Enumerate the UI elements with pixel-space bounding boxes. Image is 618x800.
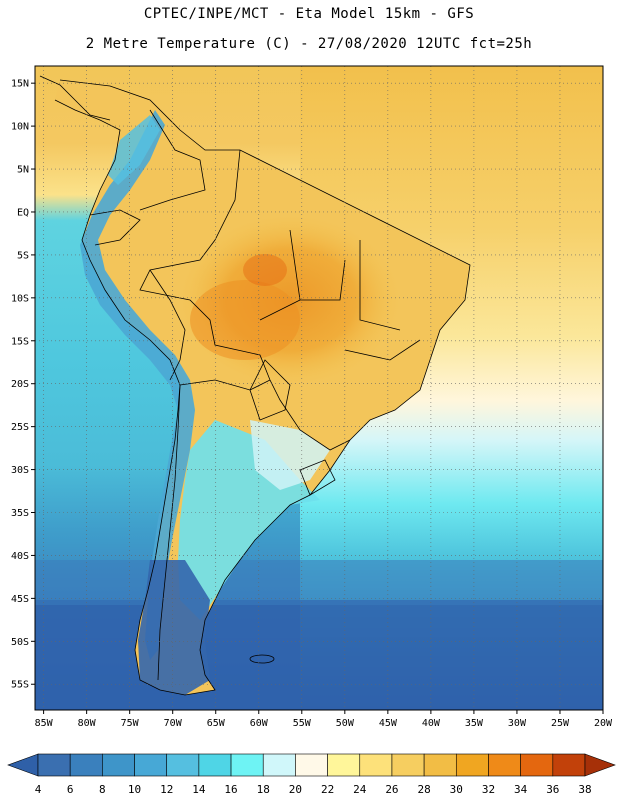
map-title-line-1: CPTEC/INPE/MCT - Eta Model 15km - GFS	[143, 6, 475, 22]
colorbar-label: 36	[546, 783, 559, 796]
temperature-field	[35, 66, 603, 710]
colorbar-swatch	[37, 753, 71, 777]
peru-bolivia-border	[149, 269, 186, 381]
lat-tick-label: 45S	[11, 594, 29, 605]
colorbar-swatch	[69, 753, 103, 777]
map-frame	[34, 65, 604, 711]
colorbar-label: 26	[385, 783, 398, 796]
colorbar-swatch	[295, 753, 328, 777]
colorbar-label: 16	[224, 783, 237, 796]
mato-grosso-hot-core	[190, 280, 300, 360]
colorbar-label: 14	[192, 783, 206, 796]
colorbar-label: 34	[514, 783, 528, 796]
colombian-highlands	[108, 115, 160, 185]
brazil-state-borders	[259, 229, 421, 361]
colorbar-label: 28	[417, 783, 430, 796]
central-america	[39, 75, 111, 121]
colombia-venezuela-border	[139, 109, 206, 211]
andes-cold-strip	[80, 110, 195, 660]
colorbar-label: 38	[578, 783, 591, 796]
graticule	[35, 66, 603, 710]
lat-tick-label: 50S	[11, 637, 29, 648]
lat-tick-label: 30S	[11, 465, 29, 476]
lat-tick-label: 10N	[11, 122, 29, 133]
colorbar-label: 32	[482, 783, 495, 796]
colorbar-label: 22	[321, 783, 334, 796]
lon-tick-label: 50W	[336, 718, 355, 729]
colorbar-label: 4	[35, 783, 42, 796]
coastline	[54, 79, 471, 696]
colorbar-label: 30	[450, 783, 463, 796]
lat-tick-label: 5S	[17, 250, 29, 261]
colorbar-label: 24	[353, 783, 367, 796]
latitude-axis: 15N 10N 5N EQ 5S 10S 15S 20S 25S 30S 35S 40S 45S 50S 5…	[11, 79, 35, 691]
lat-tick-label: EQ	[17, 207, 29, 218]
colorbar-swatch	[423, 753, 457, 777]
patagonia-cold-region	[138, 560, 210, 695]
lon-tick-label: 85W	[35, 718, 54, 729]
argentina-chile-border	[157, 384, 181, 681]
lon-tick-label: 30W	[508, 718, 527, 729]
falkland-islands	[249, 654, 275, 664]
political-boundaries	[39, 75, 471, 696]
lat-tick-label: 40S	[11, 551, 29, 562]
southern-ocean-cold-band	[35, 600, 603, 710]
longitude-axis: 85W 80W 75W 70W 65W 60W 55W 50W 45W 40W 35W 30W 25W 2…	[35, 710, 613, 729]
uruguay-border	[299, 459, 336, 496]
colorbar-swatch	[327, 753, 361, 777]
colorbar-label: 6	[67, 783, 74, 796]
lon-tick-label: 45W	[379, 718, 398, 729]
lon-tick-label: 60W	[250, 718, 269, 729]
lon-tick-label: 65W	[207, 718, 226, 729]
lat-tick-label: 10S	[11, 293, 29, 304]
colorbar-swatch	[359, 753, 393, 777]
lat-tick-label: 35S	[11, 508, 29, 519]
colorbar-swatch	[488, 753, 521, 777]
lat-tick-label: 55S	[11, 680, 29, 691]
colorbar-swatch	[520, 753, 554, 777]
paraguay-border	[249, 359, 291, 421]
temperature-colorbar: 4 6 8 10 12 14 16 18 20 22 24 26 28 30 32 34 36 38	[7, 753, 616, 796]
lon-tick-label: 25W	[551, 718, 570, 729]
lat-tick-label: 20S	[11, 379, 29, 390]
argentina-bolivia-border	[179, 379, 271, 391]
lon-tick-label: 40W	[422, 718, 441, 729]
ecuador-border	[89, 209, 141, 246]
colorbar-swatch	[552, 753, 586, 777]
map-title-line-2: 2 Metre Temperature (C) - 27/08/2020 12U…	[85, 36, 533, 52]
lon-tick-label: 35W	[465, 718, 484, 729]
lon-tick-label: 20W	[594, 718, 613, 729]
brazil-border	[139, 149, 351, 451]
lon-tick-label: 55W	[293, 718, 312, 729]
colorbar-swatch	[391, 753, 425, 777]
lon-tick-label: 80W	[78, 718, 97, 729]
colorbar-swatch	[166, 753, 200, 777]
colorbar-label: 10	[128, 783, 141, 796]
lat-tick-label: 25S	[11, 422, 29, 433]
lon-tick-label: 75W	[121, 718, 140, 729]
colorbar-label: 12	[160, 783, 173, 796]
colorbar-swatch	[102, 753, 135, 777]
colorbar-swatch	[262, 753, 296, 777]
colorbar-under-arrow	[7, 753, 39, 777]
hottest-spot	[243, 254, 287, 286]
lat-tick-label: 15N	[11, 79, 29, 90]
colorbar-over-arrow	[584, 753, 616, 777]
colorbar-swatch	[455, 753, 489, 777]
pampas-light-region	[250, 420, 330, 490]
colorbar-swatch	[230, 753, 264, 777]
colorbar-swatch	[198, 753, 232, 777]
lat-tick-label: 5N	[17, 165, 29, 176]
colorbar-label: 20	[289, 783, 302, 796]
lon-tick-label: 70W	[164, 718, 183, 729]
colorbar-swatch	[134, 753, 168, 777]
colorbar-label: 8	[99, 783, 106, 796]
colorbar-label: 18	[257, 783, 270, 796]
lat-tick-label: 15S	[11, 336, 29, 347]
